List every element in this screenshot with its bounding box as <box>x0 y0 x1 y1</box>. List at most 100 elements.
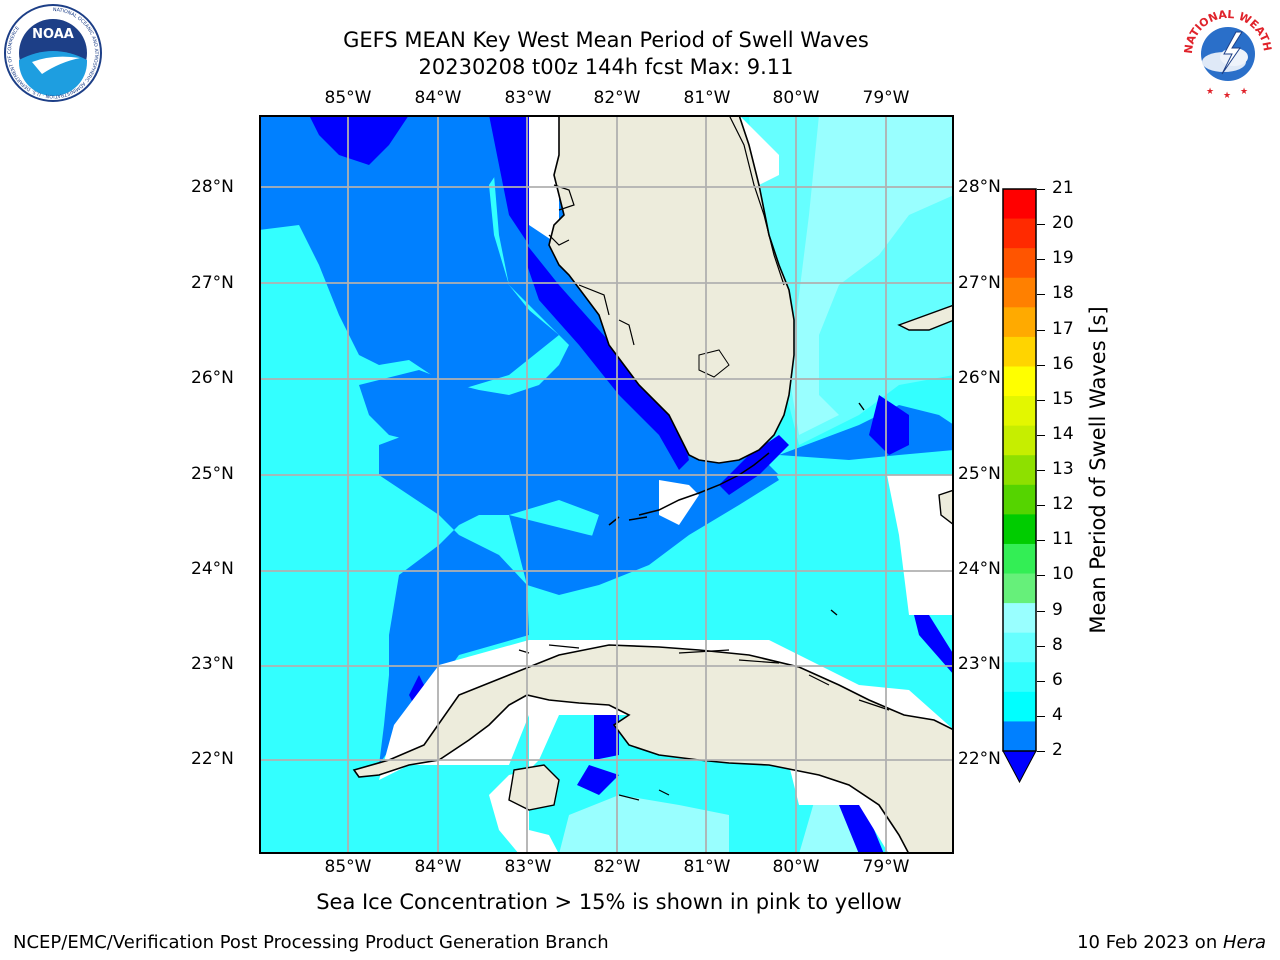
colorbar-label: Mean Period of Swell Waves [s] <box>1086 306 1110 634</box>
ocean-field-below-2s <box>309 115 409 165</box>
colorbar-segment <box>1003 218 1036 249</box>
colorbar-tick-mark <box>1037 715 1045 717</box>
colorbar-segment <box>1003 396 1036 427</box>
colorbar-segment <box>1003 514 1036 545</box>
ocean-field-2-4s <box>259 115 779 775</box>
masked-area <box>887 475 954 615</box>
colorbar-segment <box>1003 277 1036 308</box>
colorbar-tick-label: 12 <box>1052 494 1074 515</box>
colorbar-tick-label: 15 <box>1052 388 1074 409</box>
lat-label-left: 27°N <box>191 273 234 293</box>
colorbar-tick-label: 20 <box>1052 213 1074 234</box>
sea-ice-note: Sea Ice Concentration > 15% is shown in … <box>316 890 902 914</box>
ocean-field-2-4s-west <box>359 370 509 445</box>
colorbar-segment <box>1003 248 1036 279</box>
ocean-field-8-9s <box>789 115 954 435</box>
colorbar-tick-label: 10 <box>1052 564 1074 585</box>
lon-label-top: 83°W <box>504 88 552 108</box>
colorbar-tick-label: 19 <box>1052 248 1074 269</box>
colorbar-segment <box>1003 721 1036 752</box>
colorbar-tick-label: 8 <box>1052 634 1063 655</box>
colorbar-segment <box>1003 573 1036 604</box>
lat-label-right: 28°N <box>958 177 1001 197</box>
lon-label-bottom: 80°W <box>772 857 820 877</box>
lat-label-left: 23°N <box>191 654 234 674</box>
colorbar-tick-label: 14 <box>1052 423 1074 444</box>
masked-area <box>529 115 559 245</box>
map-gridlines <box>259 115 954 854</box>
footer-date-text: 10 Feb 2023 on <box>1077 932 1223 953</box>
ocean-field-below-2s <box>869 395 909 455</box>
lat-label-left: 26°N <box>191 368 234 388</box>
lon-label-bottom: 84°W <box>414 857 462 877</box>
colorbar-tick-mark <box>1037 294 1045 296</box>
colorbar-tick-mark <box>1037 189 1045 190</box>
colorbar-tick-mark <box>1037 610 1045 612</box>
swell-period-map <box>259 115 954 854</box>
cuba-land <box>352 644 954 854</box>
ocean-field-below-2s <box>527 245 689 470</box>
ocean-field-2-4s-east <box>779 405 954 460</box>
noaa-logo-text: NOAA <box>32 27 74 42</box>
colorbar-segment <box>1003 307 1036 338</box>
cuba-cays <box>518 644 890 801</box>
nws-logo: NATIONAL WEATHER SERVICE ★ ★ ★ <box>1178 2 1274 101</box>
lon-label-bottom: 81°W <box>683 857 731 877</box>
colorbar-tick-mark <box>1037 329 1045 331</box>
colorbar-tick-label: 13 <box>1052 459 1074 479</box>
colorbar-tick-mark <box>1037 751 1045 752</box>
lon-label-top: 82°W <box>593 88 641 108</box>
lon-label-top: 84°W <box>414 88 462 108</box>
footer-machine: Hera <box>1222 932 1266 953</box>
colorbar-segment <box>1003 603 1036 634</box>
lon-label-bottom: 79°W <box>862 857 910 877</box>
lon-label-top: 79°W <box>862 88 910 108</box>
ocean-field-below-2s <box>489 115 529 245</box>
lon-label-top: 81°W <box>683 88 731 108</box>
florida-gulf-coast-detail <box>548 184 635 346</box>
colorbar-segments <box>1003 189 1036 752</box>
lat-label-left: 25°N <box>191 464 234 484</box>
colorbar-tick-label: 11 <box>1052 529 1074 550</box>
svg-text:★: ★ <box>1206 87 1214 97</box>
noaa-logo: NOAA NATIONAL OCEANIC AND ATMOSPHERIC AD… <box>4 4 102 102</box>
ocean-field-below-2s <box>577 765 619 795</box>
colorbar-segment <box>1003 366 1036 397</box>
colorbar-tick-mark <box>1037 470 1045 471</box>
colorbar-tick-label: 18 <box>1052 283 1074 304</box>
colorbar-tick-label: 21 <box>1052 178 1074 198</box>
lon-label-bottom: 82°W <box>593 857 641 877</box>
colorbar-tick-label: 17 <box>1052 318 1074 339</box>
ocean-field-2-4s-straits <box>509 465 779 595</box>
colorbar-tick-label: 9 <box>1052 599 1063 620</box>
masked-area <box>659 480 699 525</box>
colorbar-tick-mark <box>1037 434 1045 436</box>
colorbar-tick-mark <box>1037 540 1045 542</box>
colorbar-tick-mark <box>1037 680 1045 682</box>
colorbar-tick-mark <box>1037 645 1045 647</box>
ocean-field-below-2s <box>594 715 619 760</box>
ocean-field-2-4s-west <box>259 115 559 390</box>
colorbar-segment <box>1003 455 1036 486</box>
lon-label-bottom: 85°W <box>324 857 372 877</box>
lat-label-left: 22°N <box>191 749 234 769</box>
lon-label-bottom: 83°W <box>504 857 552 877</box>
colorbar-segment <box>1003 691 1036 722</box>
ocean-field-8-9s-south <box>559 795 729 854</box>
colorbar-tick-mark <box>1037 364 1045 366</box>
colorbar-segment <box>1003 336 1036 367</box>
lat-label-right: 26°N <box>958 368 1001 388</box>
lat-label-right: 22°N <box>958 749 1001 769</box>
colorbar-tick-label: 2 <box>1052 740 1063 760</box>
lon-label-top: 85°W <box>324 88 372 108</box>
colorbar-segment <box>1003 425 1036 456</box>
lat-label-left: 24°N <box>191 559 234 579</box>
lat-label-right: 25°N <box>958 464 1001 484</box>
florida-east-coast-barrier <box>728 115 785 286</box>
colorbar-tick-label: 4 <box>1052 704 1063 725</box>
lat-label-left: 28°N <box>191 177 234 197</box>
colorbar-tick-mark <box>1037 399 1045 401</box>
colorbar-extend-below <box>1002 750 1037 784</box>
colorbar-segment <box>1003 662 1036 693</box>
colorbar-segment <box>1003 632 1036 663</box>
